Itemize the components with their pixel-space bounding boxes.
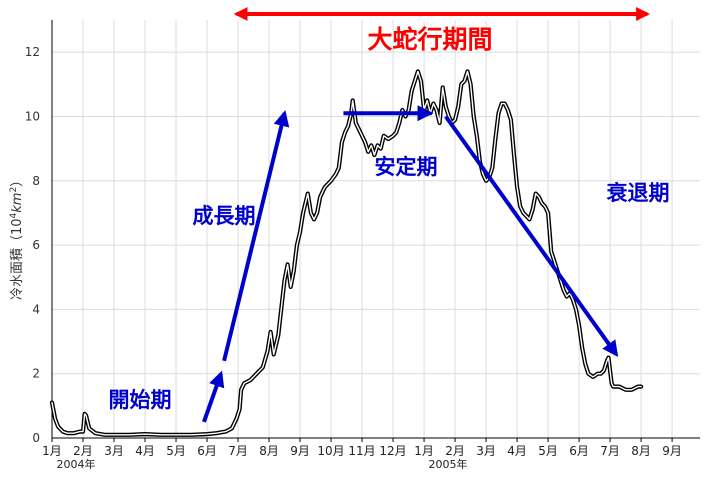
stage-label-stable: 安定期 xyxy=(375,155,438,179)
x-tick-label: 3月 xyxy=(476,444,496,458)
y-tick-label: 10 xyxy=(25,109,40,123)
y-tick-label: 12 xyxy=(25,45,40,59)
y-axis-title-sup: 4 xyxy=(9,212,19,218)
y-tick-labels: 0 2 4 6 8 10 12 xyxy=(25,45,40,445)
stage-arrow xyxy=(222,110,290,362)
x-tick-label: 2月 xyxy=(73,444,93,458)
y-tick-label: 8 xyxy=(32,174,40,188)
stage-arrow xyxy=(202,370,225,423)
annotation-arrows xyxy=(202,7,651,423)
period-label: 大蛇行期間 xyxy=(367,25,492,54)
x-tick-label: 11月 xyxy=(348,444,375,458)
x-tick-label: 6月 xyxy=(197,444,217,458)
stage-label-growth: 成長期 xyxy=(193,204,256,228)
y-axis-title: 冷水面積（104km2） xyxy=(9,174,25,300)
series-line xyxy=(49,69,644,437)
stage-label-decline: 衰退期 xyxy=(607,181,670,205)
y-tick-label: 0 xyxy=(32,431,40,445)
year-label: 2005年 xyxy=(429,457,468,471)
stage-arrow xyxy=(444,115,619,358)
x-tick-label: 12月 xyxy=(379,444,406,458)
axes xyxy=(51,20,700,439)
x-tick-label: 2月 xyxy=(445,444,465,458)
x-tick-label: 7月 xyxy=(228,444,248,458)
x-tick-label: 8月 xyxy=(631,444,651,458)
y-tick-label: 4 xyxy=(32,302,40,316)
y-tick-label: 2 xyxy=(32,367,40,381)
x-tick-labels: 1月 2月 3月 4月 5月 6月 7月 8月 9月 10月 11月 12月 1月 2月 3月 4月 5月 6月 7… xyxy=(42,444,682,471)
y-axis-title-sup2: 2 xyxy=(9,187,19,193)
x-tick-label: 5月 xyxy=(166,444,186,458)
x-tick-label: 9月 xyxy=(290,444,310,458)
stage-label-start: 開始期 xyxy=(109,388,172,412)
x-tick-label: 7月 xyxy=(600,444,620,458)
x-tick-label: 1月 xyxy=(414,444,434,458)
series-line-outline xyxy=(49,69,644,437)
annotation-labels: 大蛇行期間 開始期 成長期 安定期 衰退期 xyxy=(109,25,670,412)
x-tick-label: 5月 xyxy=(538,444,558,458)
y-axis-title-suffix: ） xyxy=(10,174,25,187)
x-tick-label: 10月 xyxy=(317,444,344,458)
x-tick-label: 9月 xyxy=(662,444,682,458)
y-axis-title-prefix: 冷水面積（10 xyxy=(10,218,25,300)
x-tick-label: 6月 xyxy=(569,444,589,458)
x-tick-label: 4月 xyxy=(135,444,155,458)
year-label: 2004年 xyxy=(57,457,96,471)
x-tick-label: 8月 xyxy=(259,444,279,458)
x-tick-label: 1月 xyxy=(42,444,62,458)
gridlines xyxy=(51,20,700,442)
y-axis-title-unit: km xyxy=(10,193,25,213)
x-tick-label: 3月 xyxy=(104,444,124,458)
x-tick-label: 4月 xyxy=(507,444,527,458)
y-tick-label: 6 xyxy=(32,238,40,252)
